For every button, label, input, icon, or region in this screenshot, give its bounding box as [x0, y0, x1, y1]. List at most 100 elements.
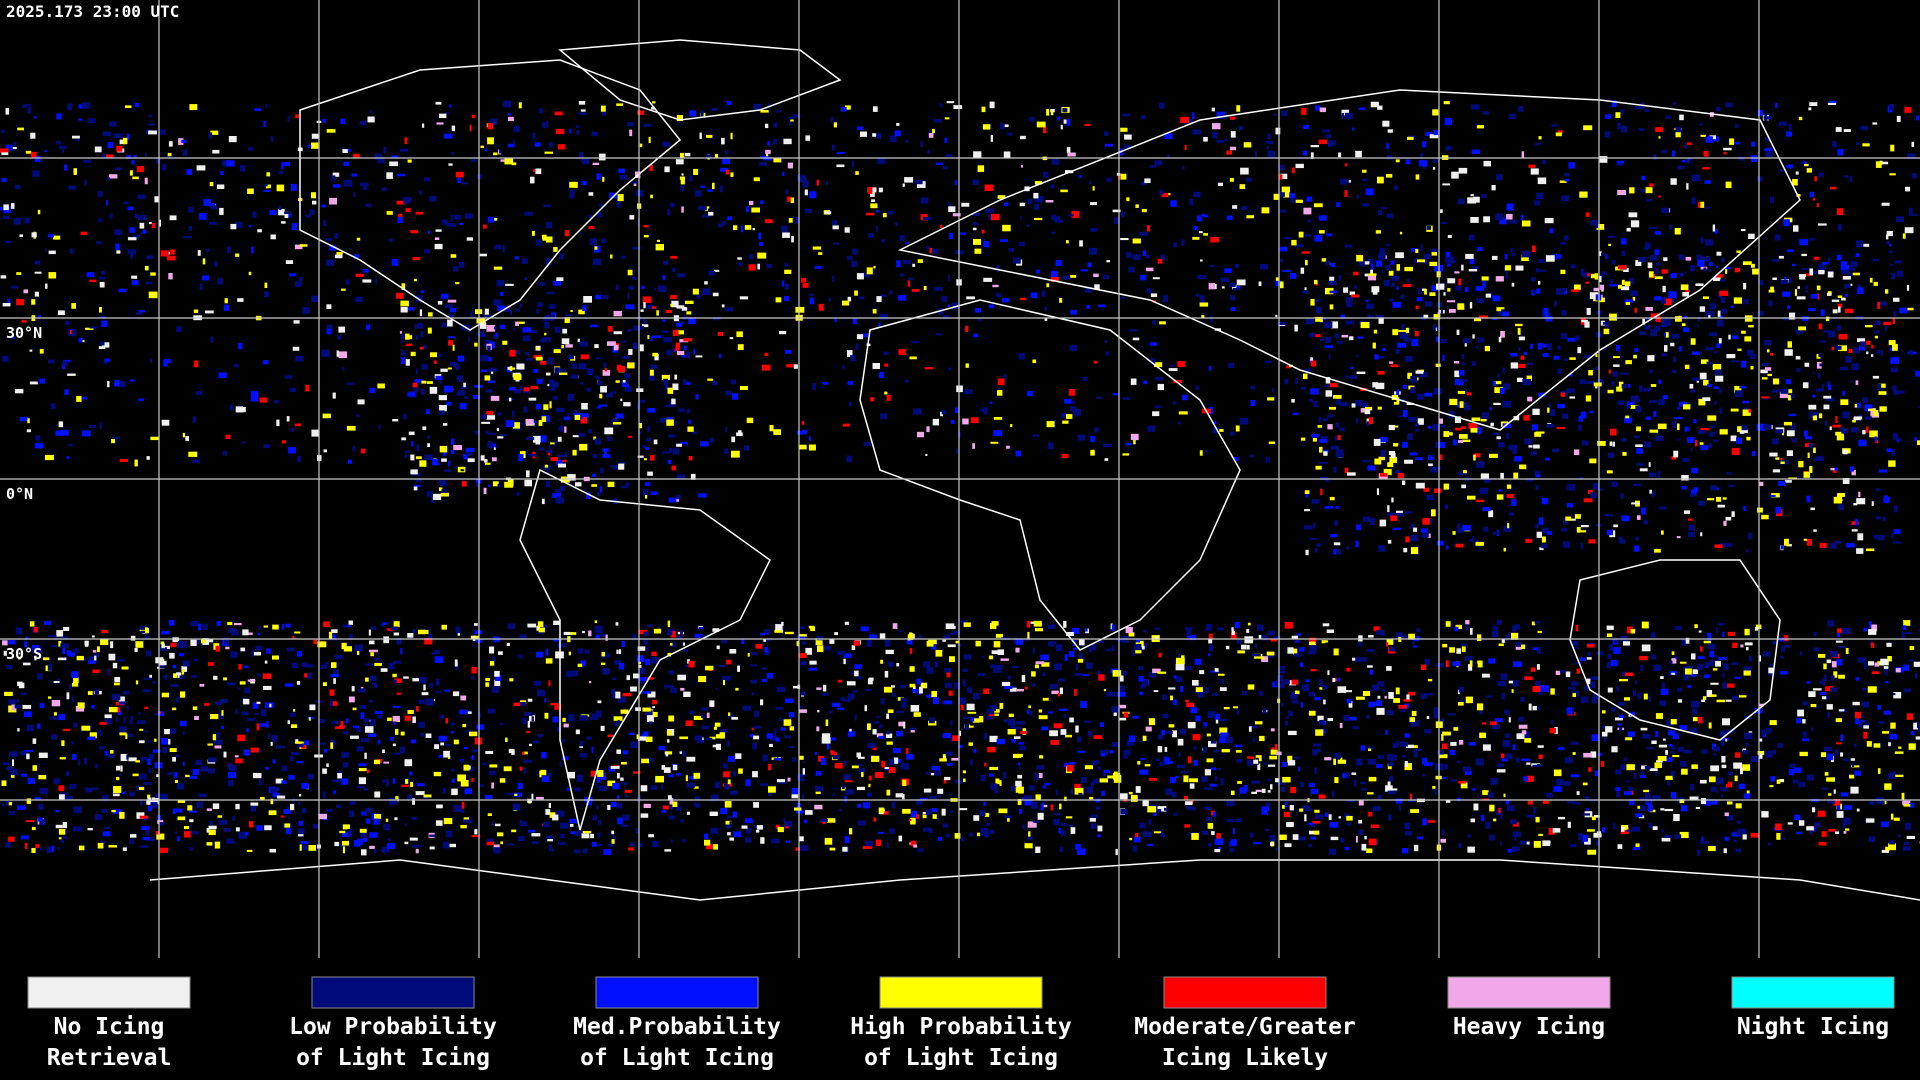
icing-speckle: [1736, 437, 1743, 444]
icing-speckle: [880, 659, 884, 664]
icing-speckle: [1053, 819, 1060, 826]
icing-speckle: [125, 105, 132, 108]
icing-speckle: [1677, 407, 1680, 410]
icing-speckle: [303, 740, 310, 746]
icing-speckle: [1393, 401, 1399, 405]
icing-speckle: [30, 151, 37, 158]
icing-speckle: [129, 379, 135, 382]
icing-speckle: [1662, 285, 1666, 293]
icing-speckle: [1499, 217, 1507, 225]
icing-speckle: [482, 762, 487, 766]
icing-speckle: [365, 324, 371, 331]
icing-speckle: [1093, 360, 1098, 364]
icing-speckle: [503, 100, 512, 108]
icing-speckle: [1781, 645, 1785, 652]
icing-speckle: [1170, 200, 1177, 207]
icing-speckle: [521, 258, 528, 264]
icing-speckle: [642, 691, 652, 694]
icing-speckle: [1291, 691, 1294, 696]
icing-speckle: [798, 444, 807, 450]
icing-speckle: [1641, 175, 1646, 180]
icing-speckle: [1615, 345, 1621, 352]
icing-speckle: [963, 681, 966, 687]
icing-speckle: [1427, 533, 1431, 538]
icing-speckle: [1832, 140, 1837, 148]
icing-speckle: [1868, 621, 1872, 628]
icing-speckle: [779, 717, 783, 722]
icing-speckle: [1324, 757, 1332, 761]
icing-speckle: [48, 359, 55, 364]
icing-speckle: [1675, 131, 1681, 138]
icing-speckle: [988, 773, 994, 777]
icing-speckle: [1708, 262, 1713, 266]
icing-speckle: [1875, 161, 1882, 168]
icing-speckle: [621, 340, 627, 343]
icing-speckle: [1293, 648, 1298, 655]
icing-speckle: [386, 211, 393, 215]
icing-speckle: [189, 819, 194, 823]
icing-speckle: [1346, 301, 1353, 308]
icing-speckle: [907, 280, 910, 287]
icing-speckle: [1530, 667, 1536, 672]
icing-speckle: [395, 796, 399, 802]
icing-speckle: [1700, 134, 1706, 137]
icing-speckle: [192, 416, 196, 423]
icing-speckle: [356, 414, 360, 418]
icing-speckle: [784, 350, 792, 354]
icing-speckle: [325, 259, 335, 266]
icing-speckle: [1397, 473, 1404, 478]
icing-speckle: [1214, 838, 1224, 845]
icing-speckle: [1415, 249, 1419, 253]
icing-speckle: [192, 706, 198, 710]
icing-speckle: [615, 284, 619, 291]
icing-speckle: [266, 720, 269, 728]
icing-speckle: [1742, 429, 1748, 433]
icing-speckle: [1637, 692, 1641, 699]
icing-speckle: [1279, 164, 1285, 170]
icing-speckle: [1560, 242, 1567, 245]
icing-speckle: [706, 134, 713, 138]
icing-speckle: [1221, 286, 1225, 289]
icing-speckle: [331, 720, 339, 724]
icing-speckle: [1646, 199, 1653, 202]
icing-speckle: [1361, 203, 1370, 207]
icing-speckle: [309, 704, 316, 711]
icing-speckle: [1768, 842, 1771, 846]
icing-speckle: [323, 449, 327, 453]
icing-speckle: [21, 773, 27, 777]
icing-speckle: [132, 773, 139, 777]
icing-speckle: [1219, 687, 1227, 691]
icing-speckle: [1193, 226, 1198, 231]
icing-speckle: [1888, 340, 1896, 346]
icing-speckle: [1306, 196, 1313, 202]
icing-speckle: [1654, 230, 1661, 235]
icing-speckle: [1010, 723, 1015, 729]
icing-speckle: [288, 213, 292, 218]
icing-speckle: [570, 192, 575, 199]
icing-speckle: [1440, 222, 1447, 224]
icing-speckle: [434, 243, 443, 250]
icing-speckle: [238, 832, 248, 839]
icing-speckle: [1405, 536, 1410, 543]
icing-speckle: [1570, 844, 1577, 848]
icing-speckle: [1702, 296, 1709, 300]
icing-speckle: [419, 309, 423, 317]
icing-speckle: [1454, 271, 1460, 274]
icing-speckle: [546, 291, 555, 295]
icing-speckle: [218, 372, 227, 378]
icing-speckle: [1832, 424, 1841, 428]
icing-speckle: [541, 775, 550, 783]
icing-speckle: [1625, 405, 1631, 409]
icing-speckle: [1560, 392, 1565, 397]
icing-speckle: [789, 726, 795, 731]
icing-speckle: [1410, 387, 1416, 394]
icing-speckle: [760, 699, 764, 706]
icing-speckle: [1845, 308, 1854, 314]
icing-speckle: [1377, 105, 1383, 110]
icing-speckle: [228, 628, 236, 633]
icing-speckle: [1707, 384, 1713, 387]
icing-speckle: [1731, 360, 1740, 363]
icing-speckle: [1387, 539, 1392, 544]
icing-speckle: [1506, 494, 1514, 498]
icing-speckle: [39, 703, 45, 708]
